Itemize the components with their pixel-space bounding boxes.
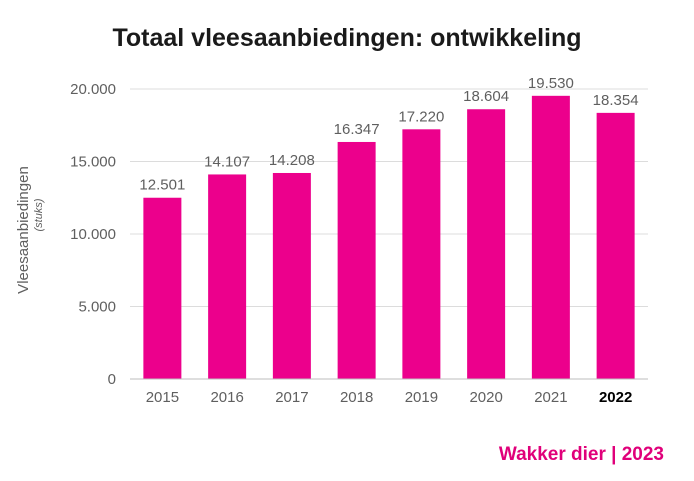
x-tick-label-2017: 2017 xyxy=(275,389,308,406)
x-tick-label-2016: 2016 xyxy=(210,389,243,406)
y-axis-subtitle: (stuks) xyxy=(33,198,45,231)
x-axis: 2015 2016 2017 2018 2019 2020 2021 2022 xyxy=(146,389,633,406)
bar-2018 xyxy=(337,141,376,379)
y-tick-label: 15.000 xyxy=(70,154,116,171)
bar-2020 xyxy=(467,109,506,379)
gridlines xyxy=(130,88,648,307)
footer-brand: Wakker dier | 2023 xyxy=(498,444,664,465)
x-tick-label-2021: 2021 xyxy=(534,389,567,406)
bar-2017 xyxy=(272,172,311,379)
bars: 12.501 14.107 14.208 16.347 17.220 18.604 19.5… xyxy=(139,75,639,379)
data-label-2015: 12.501 xyxy=(139,177,185,194)
y-axis-title: Vleesaanbiedingen xyxy=(15,166,32,294)
data-label-2018: 16.347 xyxy=(334,121,380,138)
bar-2022 xyxy=(596,112,635,379)
x-tick-label-2018: 2018 xyxy=(340,389,373,406)
x-tick-label-2022: 2022 xyxy=(599,389,632,406)
bar-2019 xyxy=(402,129,441,379)
bar-2016 xyxy=(208,174,247,379)
data-label-2022: 18.354 xyxy=(593,92,639,109)
data-label-2020: 18.604 xyxy=(463,88,509,105)
chart-title: Totaal vleesaanbiedingen: ontwikkeling xyxy=(112,24,582,52)
y-axis-label: Vleesaanbiedingen xyxy=(15,166,32,294)
y-tick-label: 10.000 xyxy=(70,226,116,243)
y-axis: 0 5.000 10.000 15.000 20.000 xyxy=(70,81,116,388)
bar-2015 xyxy=(143,197,182,379)
x-tick-label-2015: 2015 xyxy=(146,389,179,406)
data-label-2017: 14.208 xyxy=(269,152,315,169)
data-label-2019: 17.220 xyxy=(398,108,444,125)
x-tick-label-2020: 2020 xyxy=(469,389,502,406)
data-label-2016: 14.107 xyxy=(204,153,250,170)
y-tick-label: 0 xyxy=(108,371,116,388)
y-tick-label: 5.000 xyxy=(78,299,116,316)
data-label-2021: 19.530 xyxy=(528,75,574,92)
bar-2021 xyxy=(531,95,570,379)
x-tick-label-2019: 2019 xyxy=(405,389,438,406)
y-axis-unit-label: (stuks) xyxy=(33,198,45,231)
y-tick-label: 20.000 xyxy=(70,81,116,98)
